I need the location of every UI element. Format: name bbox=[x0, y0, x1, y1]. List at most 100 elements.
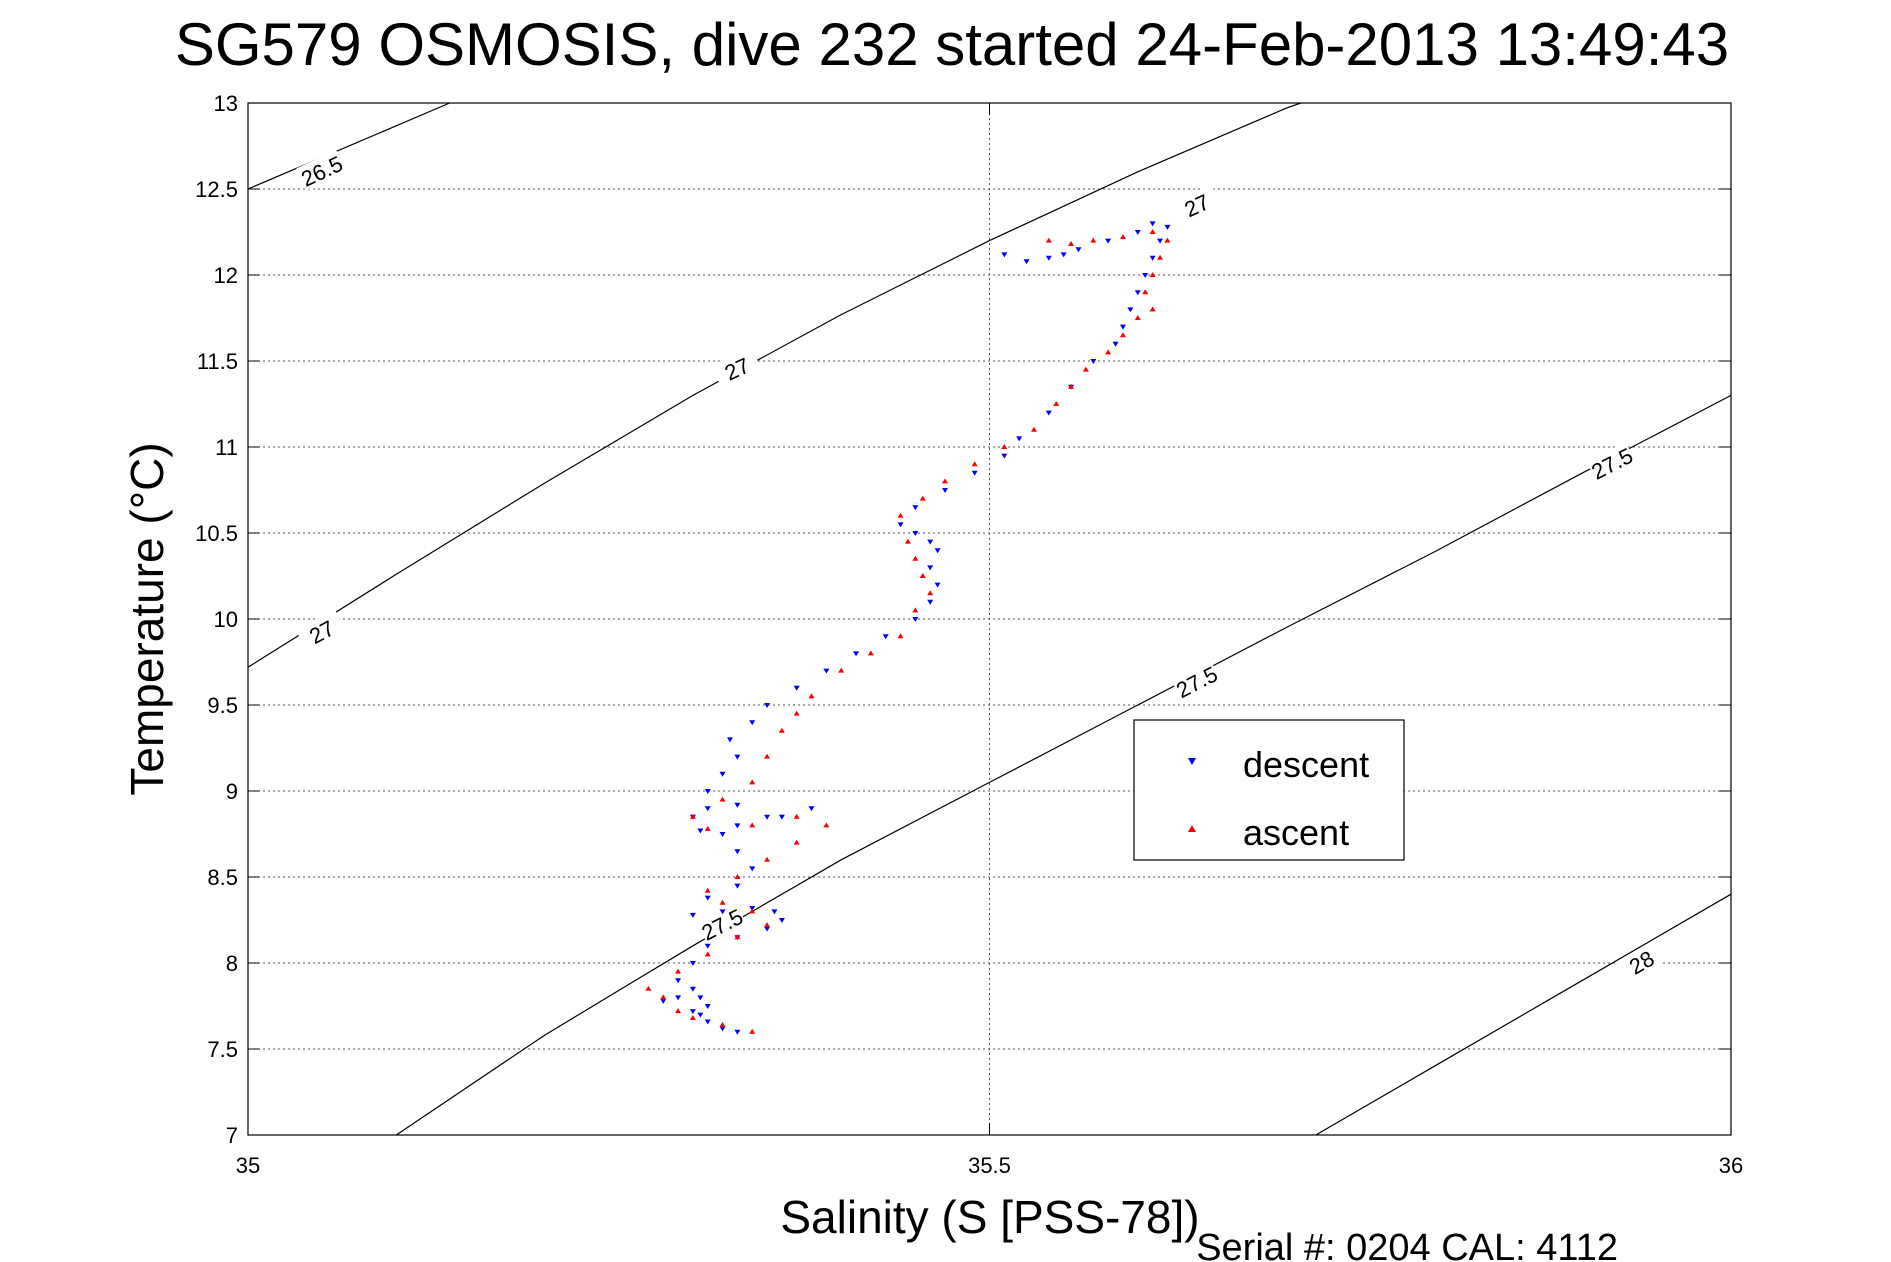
descent-point bbox=[1045, 410, 1052, 416]
descent-point bbox=[971, 470, 978, 476]
x-tick-label: 35.5 bbox=[968, 1153, 1011, 1178]
y-tick-label: 10.5 bbox=[195, 521, 238, 546]
ascent-point bbox=[734, 874, 741, 879]
contour-label-bg bbox=[296, 610, 347, 652]
ascent-point bbox=[942, 478, 949, 484]
descent-point bbox=[764, 703, 771, 708]
descent-point bbox=[1142, 273, 1149, 278]
contour-label-bg bbox=[711, 347, 762, 388]
ascent-point bbox=[897, 633, 904, 639]
ascent-point bbox=[675, 968, 682, 974]
grid-lines bbox=[248, 103, 1731, 1135]
axis-ticks: 7 7.5 8 8.5 9 9.5 10 10.5 11 11.5 12 12.5 13 35 35.5 36 bbox=[195, 91, 1743, 1178]
y-axis-label: Temperature (°C) bbox=[121, 442, 173, 795]
descent-point bbox=[897, 522, 904, 528]
ascent-point bbox=[645, 985, 652, 991]
ascent-point bbox=[1142, 289, 1149, 295]
descent-point bbox=[1149, 221, 1156, 227]
descent-point bbox=[675, 995, 682, 1001]
descent-point bbox=[1164, 224, 1171, 230]
ascent-point bbox=[897, 512, 904, 518]
descent-point bbox=[1016, 436, 1023, 442]
ascent-point bbox=[927, 590, 934, 596]
descent-point bbox=[697, 828, 704, 834]
descent-point bbox=[734, 883, 741, 889]
legend-box bbox=[1133, 719, 1405, 861]
descent-point bbox=[882, 634, 889, 640]
descent-point bbox=[1060, 252, 1067, 258]
ascent-point bbox=[704, 825, 711, 831]
ascent-point bbox=[1119, 332, 1126, 338]
descent-point bbox=[778, 918, 785, 923]
descent-point bbox=[675, 978, 682, 984]
descent-point bbox=[749, 720, 756, 726]
ascent-point bbox=[1164, 237, 1171, 243]
ascent-point bbox=[764, 856, 771, 862]
ascent-point bbox=[778, 727, 785, 733]
ascent-point bbox=[1090, 237, 1097, 243]
ascent-point bbox=[867, 650, 874, 656]
y-tick-label: 13 bbox=[214, 91, 238, 116]
descent-point bbox=[726, 737, 733, 743]
descent-point bbox=[927, 565, 934, 571]
x-axis-label: Salinity (S [PSS-78]) bbox=[780, 1191, 1199, 1243]
descent-point bbox=[934, 548, 941, 554]
descent-point bbox=[1023, 259, 1030, 265]
y-tick-label: 8 bbox=[226, 951, 238, 976]
y-tick-label: 8.5 bbox=[207, 865, 238, 890]
ascent-point bbox=[749, 1028, 756, 1034]
descent-point bbox=[719, 1026, 726, 1032]
ascent-point bbox=[823, 822, 830, 828]
descent-point bbox=[1112, 341, 1119, 347]
ascent-point bbox=[1119, 234, 1126, 240]
ascent-point bbox=[1149, 306, 1156, 312]
ascent-point bbox=[1053, 401, 1060, 406]
ascent-point bbox=[1134, 315, 1141, 320]
descent-point bbox=[734, 754, 741, 760]
legend-marker-descent bbox=[1188, 758, 1196, 765]
x-tick-label: 36 bbox=[1719, 1153, 1743, 1178]
ascent-point bbox=[764, 922, 771, 928]
descent-point bbox=[1045, 255, 1052, 261]
legend-label-ascent: ascent bbox=[1243, 812, 1349, 853]
ascent-point bbox=[689, 1015, 696, 1021]
descent-point bbox=[734, 823, 741, 829]
legend-label-descent: descent bbox=[1243, 744, 1369, 785]
descent-point bbox=[764, 926, 771, 932]
descent-point bbox=[808, 806, 815, 812]
descent-point bbox=[764, 814, 771, 820]
ascent-point bbox=[749, 908, 756, 914]
ascent-point bbox=[904, 538, 911, 544]
contour-label-bg bbox=[1171, 184, 1222, 225]
descent-point bbox=[697, 1012, 704, 1018]
descent-point bbox=[734, 849, 741, 855]
ascent-point bbox=[1001, 444, 1008, 449]
serial-cal-footer: Serial #: 0204 CAL: 4112 bbox=[1196, 1227, 1618, 1262]
chart-title: SG579 OSMOSIS, dive 232 started 24-Feb-2… bbox=[175, 11, 1729, 78]
descent-point bbox=[704, 1004, 711, 1009]
ascent-point bbox=[919, 495, 926, 501]
descent-point bbox=[793, 685, 800, 691]
contour-label-bg bbox=[1171, 660, 1222, 702]
series-ascent bbox=[645, 229, 1171, 1034]
contour-label-bg bbox=[696, 902, 747, 945]
descent-point bbox=[912, 617, 919, 622]
y-tick-label: 12 bbox=[214, 263, 238, 288]
ascent-point bbox=[793, 813, 800, 819]
descent-point bbox=[927, 599, 934, 605]
descent-point bbox=[1134, 230, 1141, 235]
ascent-point bbox=[793, 839, 800, 845]
ascent-point bbox=[704, 951, 711, 957]
ascent-point bbox=[912, 555, 919, 561]
ascent-point bbox=[660, 994, 667, 1000]
y-tick-label: 10 bbox=[214, 607, 238, 632]
descent-point bbox=[853, 651, 860, 657]
ascent-point bbox=[675, 1008, 682, 1014]
ascent-point bbox=[1149, 272, 1156, 277]
isopycnal-26.5 bbox=[247, 102, 450, 190]
ascent-point bbox=[734, 934, 741, 940]
descent-point bbox=[704, 895, 711, 901]
legend: descent ascent bbox=[1133, 719, 1405, 861]
ascent-point bbox=[793, 710, 800, 716]
